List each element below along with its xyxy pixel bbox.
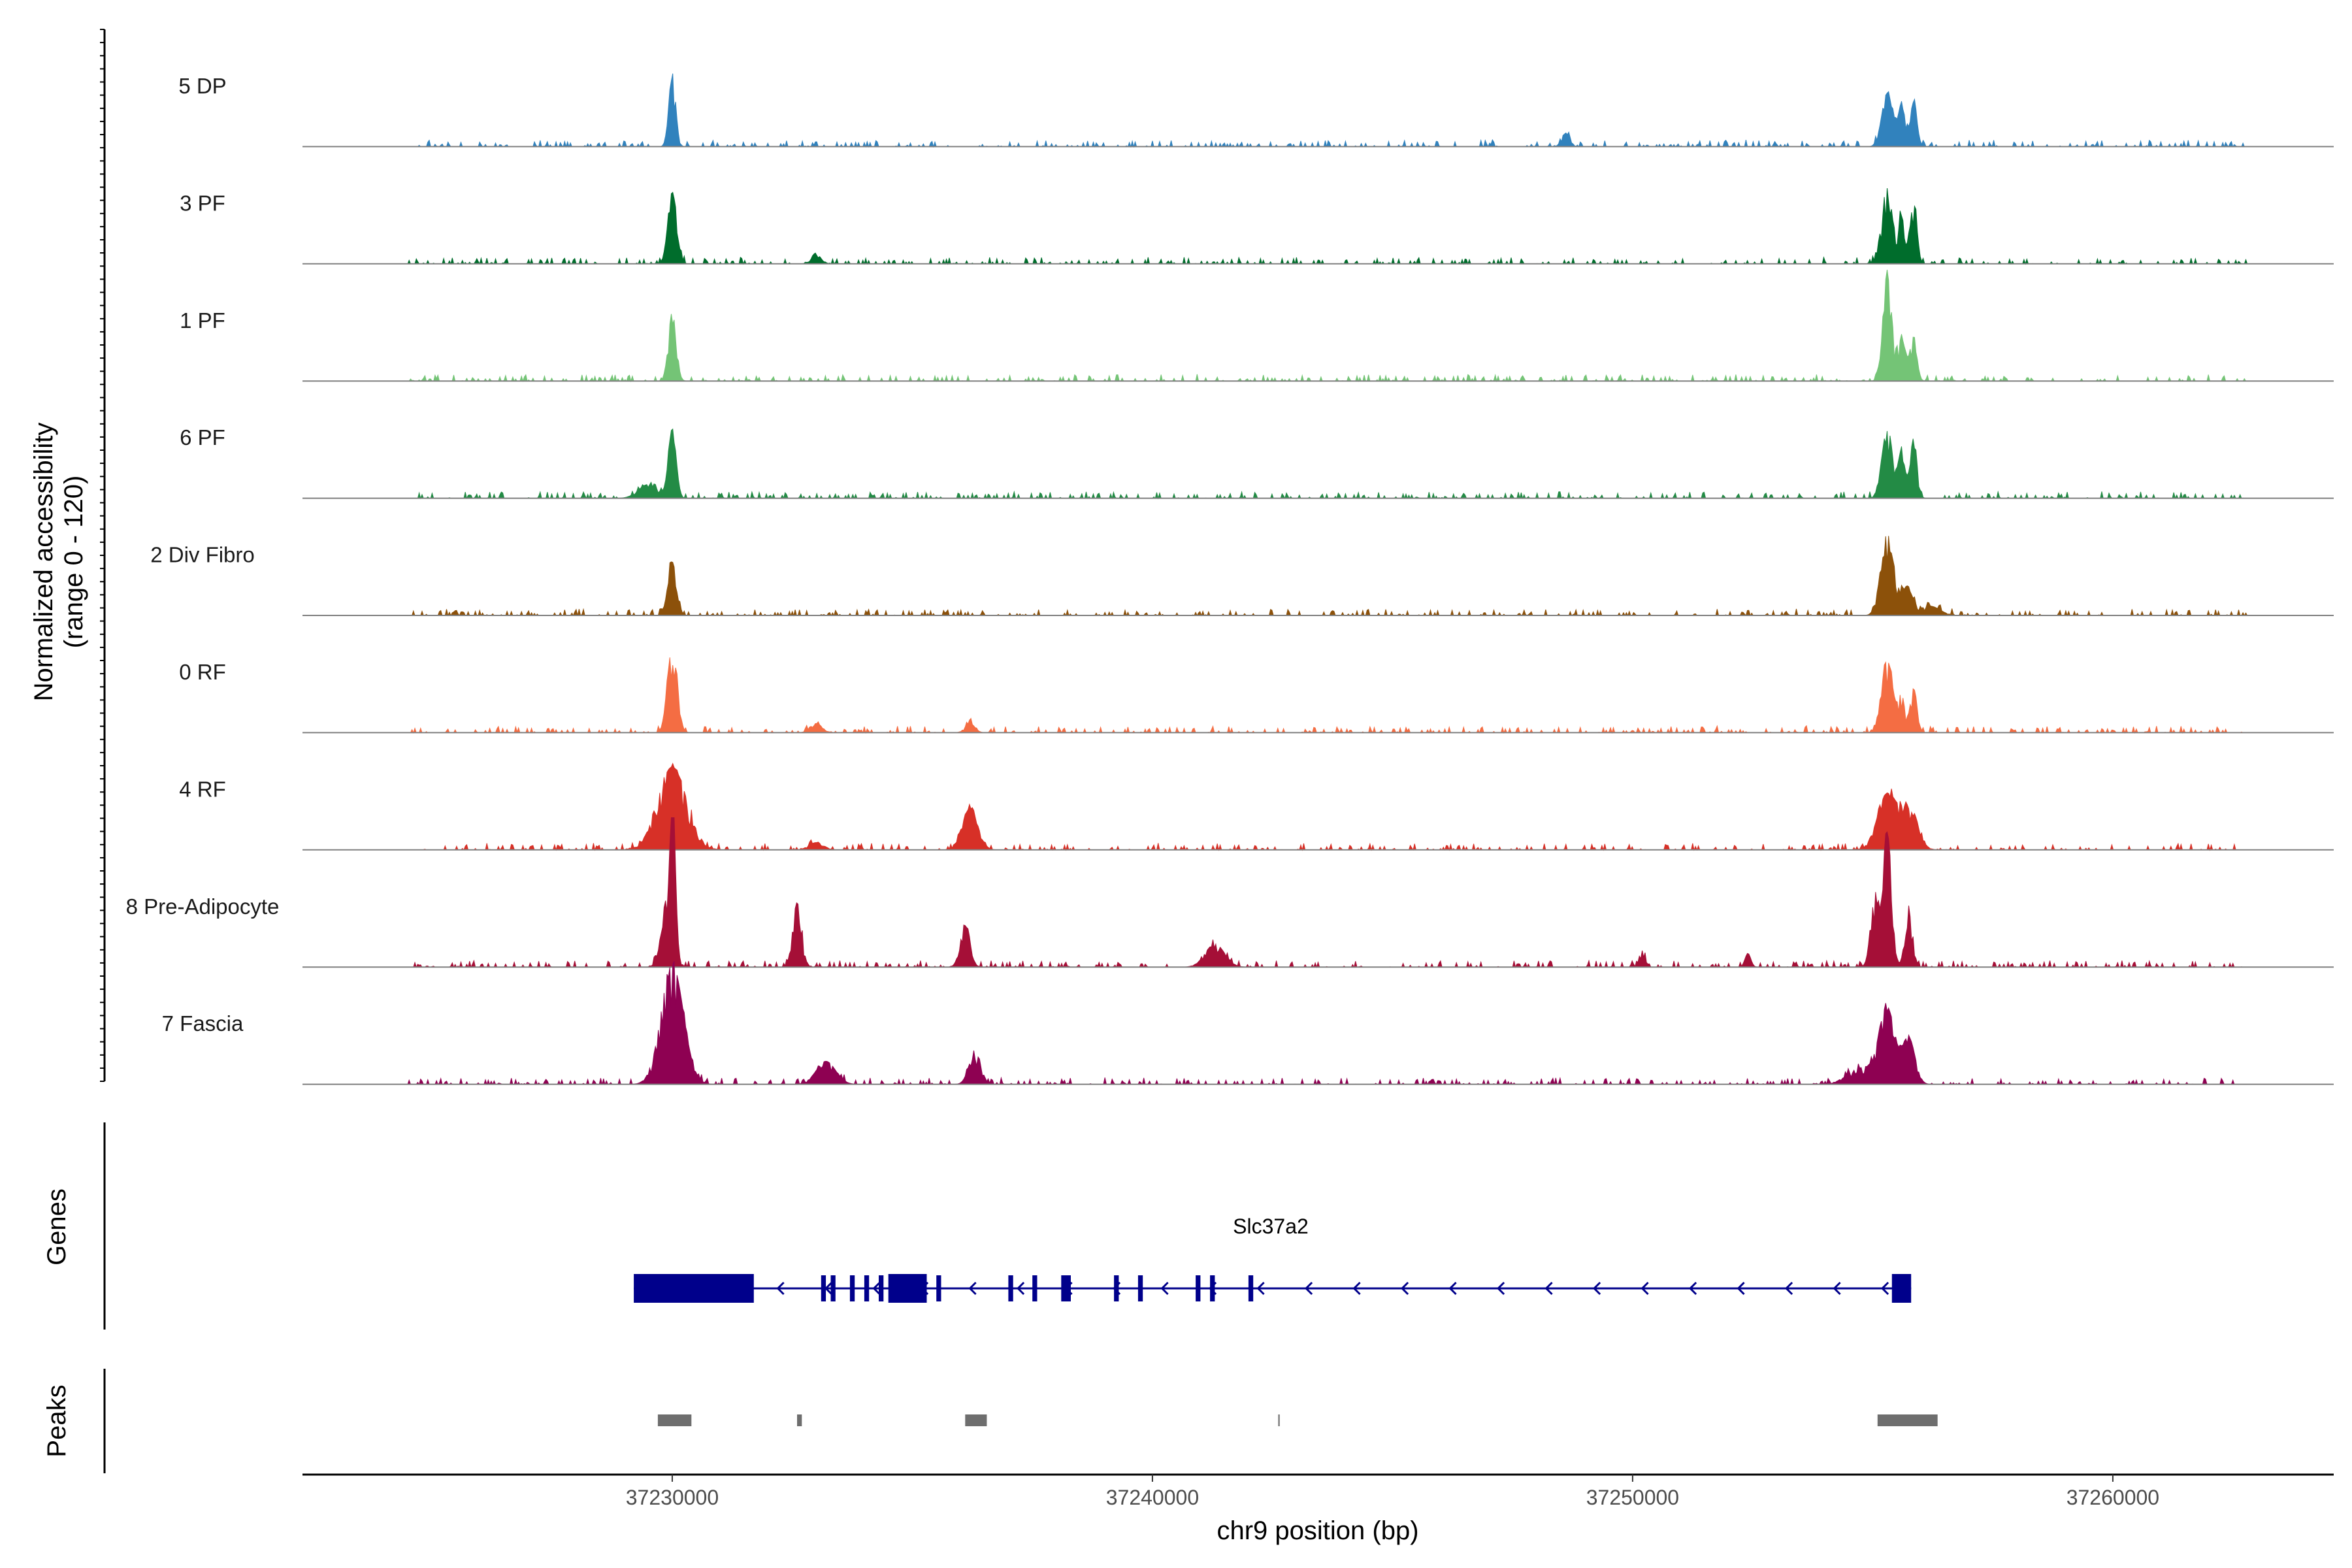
track-label: 6 PF xyxy=(180,425,225,449)
gene-exon xyxy=(879,1275,884,1301)
gene-track xyxy=(634,1274,1912,1303)
peak-region xyxy=(657,1414,692,1426)
track-1-pf: 1 PF xyxy=(180,269,2334,383)
strand-arrow xyxy=(968,1281,977,1296)
peak-region xyxy=(1877,1414,1938,1426)
track-label: 5 DP xyxy=(178,74,226,98)
x-tick-label: 37250000 xyxy=(1586,1486,1679,1509)
gene-exon xyxy=(1114,1275,1119,1301)
strand-arrow xyxy=(1352,1281,1361,1296)
strand-arrow xyxy=(1737,1281,1745,1296)
coverage-area xyxy=(302,73,2334,148)
peak-region xyxy=(965,1414,987,1426)
gene-exon xyxy=(821,1275,826,1301)
gene-exon xyxy=(1196,1275,1201,1301)
strand-arrow xyxy=(1784,1281,1793,1296)
strand-arrow xyxy=(1833,1281,1841,1296)
strand-arrow xyxy=(1641,1281,1649,1296)
peaks-panel-title: Peaks xyxy=(42,1384,71,1457)
track-label: 2 Div Fibro xyxy=(150,543,255,567)
gene-exon xyxy=(1891,1274,1912,1303)
gene-exon xyxy=(1008,1275,1013,1301)
track-6-pf: 6 PF xyxy=(180,425,2334,500)
x-tick-label: 37240000 xyxy=(1106,1486,1199,1509)
gene-exon xyxy=(1210,1275,1215,1301)
x-tick-label: 37260000 xyxy=(2066,1486,2159,1509)
track-label: 4 RF xyxy=(179,777,226,801)
track-label: 7 Fascia xyxy=(162,1011,244,1036)
track-label: 3 PF xyxy=(180,191,225,215)
gene-exon xyxy=(1061,1275,1071,1301)
track-label: 1 PF xyxy=(180,308,225,333)
peak-region xyxy=(1278,1414,1280,1426)
gene-exon xyxy=(888,1274,927,1303)
x-axis-ticks: 37230000 37240000 37250000 37260000 xyxy=(626,1475,2159,1509)
track-5-dp: 5 DP xyxy=(178,73,2334,148)
track-label: 0 RF xyxy=(179,660,226,684)
gene-exon xyxy=(864,1275,870,1301)
gene-exon xyxy=(634,1274,754,1303)
strand-arrow xyxy=(1496,1281,1505,1296)
strand-arrow xyxy=(1592,1281,1601,1296)
track-0-rf: 0 RF xyxy=(179,657,2334,734)
peak-track xyxy=(657,1414,1938,1426)
gene-exon xyxy=(1137,1275,1143,1301)
track-3-pf: 3 PF xyxy=(180,188,2334,265)
coverage-y-ticks xyxy=(100,29,105,1082)
track-4-rf: 4 RF xyxy=(179,762,2334,851)
track-8-pre-adipocyte: 8 Pre-Adipocyte xyxy=(126,817,2334,969)
track-label: 8 Pre-Adipocyte xyxy=(126,894,280,919)
strand-arrow xyxy=(1544,1281,1553,1296)
strand-arrow xyxy=(1016,1281,1025,1296)
x-axis-title: chr9 position (bp) xyxy=(1217,1516,1418,1545)
gene-exon xyxy=(1248,1275,1254,1301)
strand-arrow xyxy=(1304,1281,1313,1296)
strand-arrow xyxy=(872,1281,881,1296)
strand-arrow xyxy=(1160,1281,1169,1296)
gene-exon xyxy=(1032,1275,1037,1301)
gene-name-label: Slc37a2 xyxy=(1233,1215,1309,1238)
strand-arrow xyxy=(1880,1281,1889,1296)
x-tick-label: 37230000 xyxy=(626,1486,719,1509)
coverage-tracks: 5 DP 3 PF 1 PF 6 PF 2 Div Fibro 0 RF 4 RF 8 Pre… xyxy=(126,73,2334,1086)
strand-arrow xyxy=(1400,1281,1409,1296)
strand-arrow xyxy=(1688,1281,1697,1296)
track-2-div-fibro: 2 Div Fibro xyxy=(150,536,2334,617)
gene-exon xyxy=(936,1275,941,1301)
strand-arrow xyxy=(1256,1281,1265,1296)
strand-arrow xyxy=(776,1281,785,1296)
y-axis-title-line1: Normalized accessibility xyxy=(29,423,58,702)
gene-exon xyxy=(830,1275,836,1301)
track-7-fascia: 7 Fascia xyxy=(162,961,2334,1086)
strand-arrow xyxy=(1448,1281,1457,1296)
gene-exon xyxy=(849,1275,855,1301)
peak-region xyxy=(797,1414,802,1426)
y-axis-title-line2: (range 0 - 120) xyxy=(59,476,88,649)
genes-panel-title: Genes xyxy=(42,1188,71,1266)
